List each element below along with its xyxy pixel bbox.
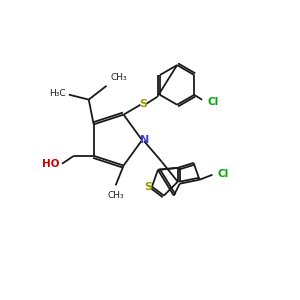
Text: HO: HO	[41, 159, 59, 169]
Text: Cl: Cl	[207, 97, 218, 107]
Text: S: S	[144, 182, 152, 192]
Text: H₃C: H₃C	[49, 89, 66, 98]
Text: CH₃: CH₃	[107, 191, 124, 200]
Text: Cl: Cl	[218, 169, 229, 179]
Text: S: S	[140, 99, 147, 109]
Text: N: N	[140, 135, 150, 145]
Text: CH₃: CH₃	[110, 73, 127, 82]
